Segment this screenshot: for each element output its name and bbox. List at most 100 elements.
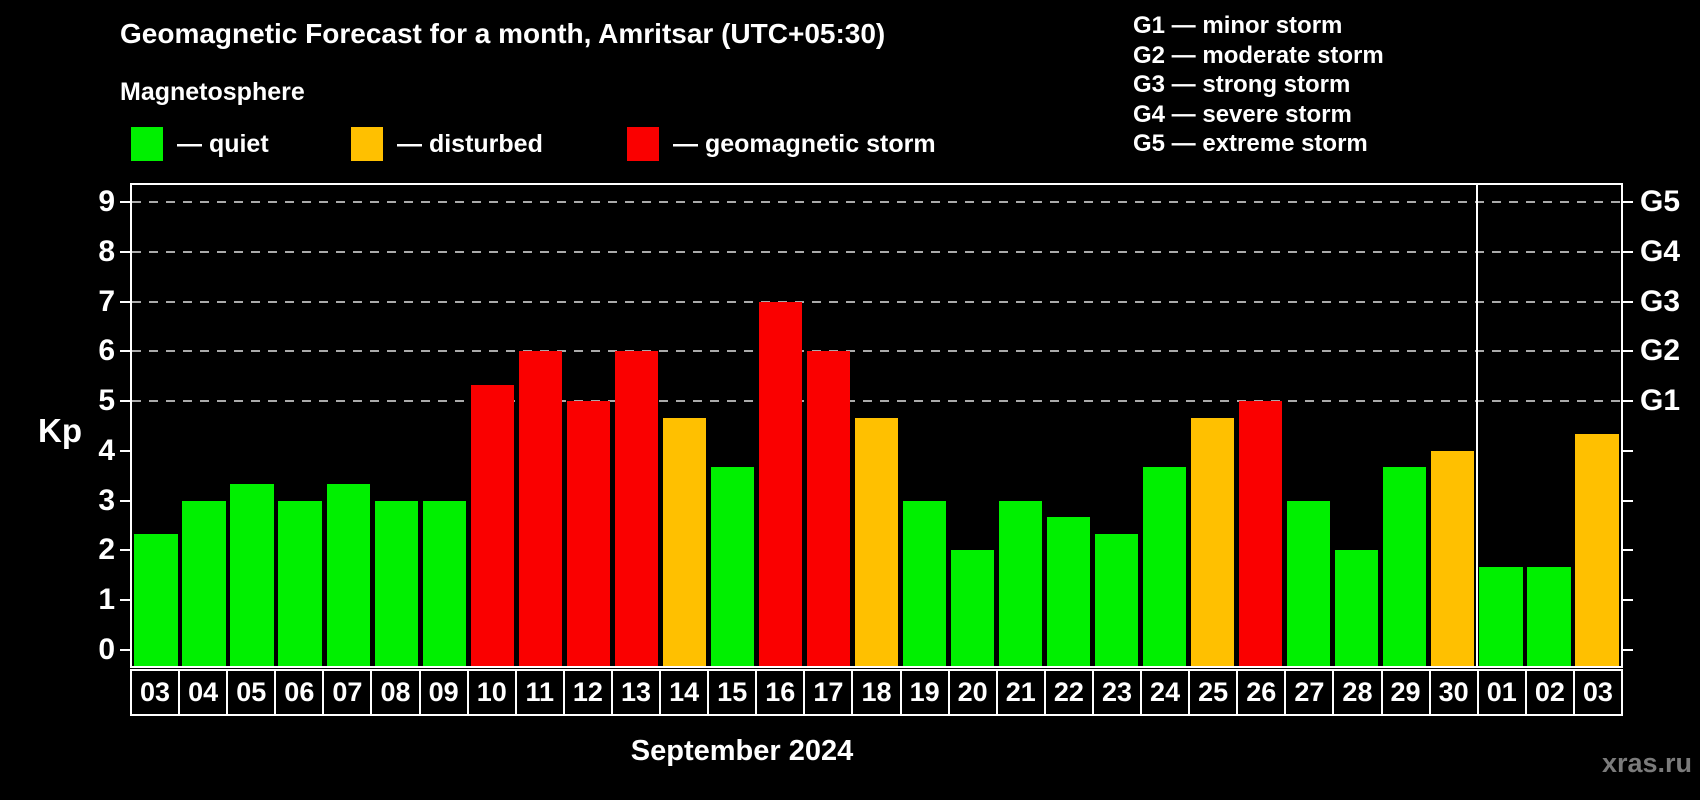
kp-bar-09 [422,500,466,666]
right-tick-6 [1623,350,1633,353]
left-tick-6 [120,350,130,353]
y-tick-label-4: 4 [98,433,115,467]
chart-subtitle: Magnetosphere [120,78,305,106]
storm-swatch [627,127,659,161]
left-tick-2 [120,549,130,552]
date-cell-03: 03 [130,669,181,716]
kp-bar-03 [1575,434,1619,666]
g-scale-legend: G1 — minor storm G2 — moderate storm G3 … [1133,11,1384,159]
kp-bar-05 [230,484,274,666]
right-tick-1 [1623,599,1633,602]
right-tick-9 [1623,200,1633,203]
disturbed-swatch [351,127,383,161]
date-cell-09: 09 [418,669,469,716]
left-tick-0 [120,649,130,651]
g2-legend-line: G2 — moderate storm [1133,41,1384,69]
kp-bar-22 [1047,517,1091,666]
date-cell-17: 17 [803,669,854,716]
quiet-swatch [131,127,163,161]
kp-bar-11 [518,351,562,666]
date-cell-13: 13 [610,669,662,716]
y-tick-label-1: 1 [98,583,115,617]
kp-bar-25 [1191,417,1235,666]
date-cell-24: 24 [1140,669,1191,716]
right-tick-7 [1623,300,1633,303]
left-tick-8 [120,250,130,253]
kp-bar-24 [1143,467,1187,666]
kp-bar-10 [470,384,514,666]
kp-bar-15 [710,467,754,666]
date-cell-23: 23 [1091,669,1143,716]
date-cell-11: 11 [514,669,565,716]
left-tick-7 [120,300,130,303]
date-cell-19: 19 [899,669,950,716]
kp-bar-27 [1287,500,1331,666]
kp-bar-28 [1335,550,1379,666]
left-tick-4 [120,449,130,452]
left-tick-3 [120,499,130,502]
y-axis-title: Kp [38,412,82,449]
g-tick-label-G4: G4 [1640,234,1681,268]
g4-legend-line: G4 — severe storm [1133,100,1352,128]
g1-legend-line: G1 — minor storm [1133,12,1343,39]
kp-bar-21 [998,500,1043,666]
kp-bar-19 [902,500,947,666]
kp-bar-14 [662,417,706,666]
kp-bar-20 [950,550,995,666]
gridline-kp-7 [132,300,1621,303]
right-tick-2 [1623,549,1633,552]
kp-bar-08 [374,500,418,666]
right-tick-8 [1623,250,1633,253]
right-tick-0 [1623,649,1633,651]
date-cell-22: 22 [1043,669,1094,716]
left-tick-5 [120,400,130,403]
kp-bar-26 [1239,401,1283,666]
date-cell-03: 03 [1572,669,1623,716]
date-cell-18: 18 [851,669,902,716]
kp-bar-17 [806,351,851,666]
date-cell-25: 25 [1188,669,1239,716]
date-cell-01: 01 [1476,669,1527,716]
y-tick-label-8: 8 [98,234,115,268]
date-cell-08: 08 [370,669,421,716]
y-tick-label-9: 9 [98,184,115,218]
chart-title: Geomagnetic Forecast for a month, Amrits… [120,18,886,49]
kp-bar-13 [614,351,658,666]
gridline-kp-9 [132,200,1621,203]
plot-area [130,183,1623,668]
date-cell-28: 28 [1332,669,1383,716]
date-cell-04: 04 [178,669,229,716]
g5-legend-line: G5 — extreme storm [1133,130,1368,157]
x-axis-month-label: September 2024 [630,735,854,767]
legend-label-disturbed: — disturbed [397,130,543,158]
kp-bar-02 [1527,566,1571,666]
y-tick-label-7: 7 [98,284,115,318]
kp-bar-12 [566,401,610,666]
date-cell-07: 07 [322,669,373,716]
g-tick-label-G2: G2 [1640,334,1681,368]
kp-bar-16 [758,301,803,666]
kp-bar-29 [1383,467,1427,666]
g-tick-label-G1: G1 [1640,384,1681,418]
kp-bar-18 [854,417,899,666]
kp-bar-03 [134,534,178,666]
y-tick-label-5: 5 [98,384,115,418]
date-cell-29: 29 [1380,669,1431,716]
month-separator-line [1475,185,1478,666]
left-tick-9 [120,200,130,203]
right-tick-4 [1623,449,1633,452]
kp-bar-06 [278,500,322,666]
gridline-kp-8 [132,250,1621,253]
date-cell-05: 05 [226,669,277,716]
date-cell-15: 15 [707,669,758,716]
kp-bar-07 [326,484,370,666]
y-tick-label-2: 2 [98,533,115,567]
date-cell-16: 16 [755,669,806,716]
date-cell-06: 06 [274,669,325,716]
date-cell-20: 20 [947,669,998,716]
date-cell-21: 21 [995,669,1046,716]
gridline-kp-6 [132,350,1621,353]
right-tick-3 [1623,499,1633,502]
g-tick-label-G3: G3 [1640,284,1681,318]
